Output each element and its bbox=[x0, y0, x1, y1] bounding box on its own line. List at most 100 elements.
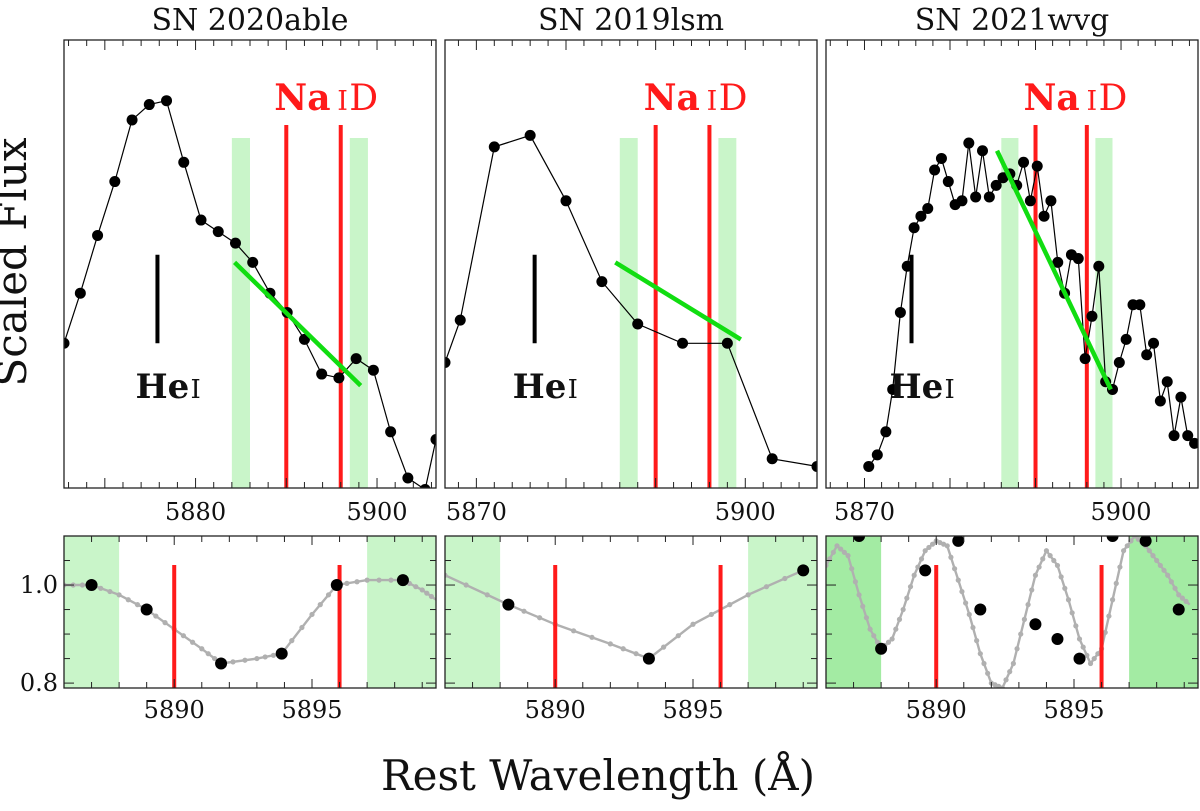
model-point bbox=[1036, 564, 1042, 570]
model-point bbox=[830, 549, 836, 555]
model-point bbox=[745, 592, 751, 598]
data-point bbox=[1113, 357, 1125, 368]
panel-title: SN 2019lsm bbox=[538, 3, 724, 38]
model-point bbox=[918, 556, 925, 562]
na-label-sub: I bbox=[707, 86, 718, 117]
inset-data-point bbox=[396, 574, 409, 587]
data-point bbox=[894, 306, 906, 318]
model-point bbox=[1062, 585, 1068, 591]
he-i-label: He bbox=[135, 367, 189, 407]
data-point bbox=[935, 152, 947, 164]
data-point bbox=[871, 449, 883, 461]
model-point bbox=[607, 641, 613, 647]
inset-x-tick-label: 5890 bbox=[144, 696, 205, 724]
inset-data-point bbox=[502, 598, 515, 611]
inset-x-tick-label: 5890 bbox=[525, 696, 586, 724]
model-point bbox=[838, 546, 844, 552]
model-point bbox=[537, 615, 543, 621]
x-tick-label: 5900 bbox=[1090, 498, 1151, 526]
inset-data-point bbox=[140, 603, 153, 616]
model-point bbox=[463, 582, 469, 588]
main-plot-area bbox=[64, 95, 436, 488]
model-point bbox=[325, 592, 332, 598]
continuum-band bbox=[718, 138, 737, 488]
continuum-band bbox=[231, 138, 250, 488]
model-point bbox=[1076, 636, 1083, 642]
data-point bbox=[454, 314, 466, 326]
model-point bbox=[974, 638, 980, 644]
model-point bbox=[922, 548, 928, 554]
model-point bbox=[1047, 553, 1053, 559]
data-point bbox=[1052, 256, 1064, 268]
panel-title: SN 2021wvg bbox=[915, 3, 1110, 38]
model-point bbox=[782, 575, 788, 582]
data-point bbox=[195, 214, 207, 226]
na-label-sub: I bbox=[1087, 86, 1098, 117]
data-point bbox=[596, 276, 608, 288]
data-point bbox=[1168, 430, 1180, 442]
model-point bbox=[708, 611, 714, 618]
inset-data-point bbox=[215, 657, 228, 670]
inset-data-point bbox=[1139, 536, 1152, 547]
data-point bbox=[1086, 310, 1098, 322]
model-point bbox=[107, 588, 113, 595]
model-point bbox=[1157, 562, 1163, 569]
model-point bbox=[620, 646, 626, 652]
model-point bbox=[1065, 597, 1072, 603]
model-point bbox=[1117, 564, 1123, 570]
model-point bbox=[1113, 580, 1119, 586]
inset-band bbox=[748, 536, 817, 688]
he-i-label-sub: I bbox=[945, 375, 955, 405]
data-point bbox=[1148, 337, 1160, 349]
model-point bbox=[1095, 651, 1101, 657]
na-label: Na bbox=[1024, 77, 1080, 119]
na-label: Na bbox=[644, 77, 700, 119]
inset-band bbox=[826, 536, 882, 688]
x-tick-label: 5870 bbox=[446, 498, 507, 526]
inset-x-tick-label: 5890 bbox=[906, 696, 967, 724]
data-point bbox=[1141, 349, 1153, 361]
data-point bbox=[1120, 333, 1132, 345]
model-point bbox=[1165, 572, 1171, 578]
model-point bbox=[1161, 567, 1167, 573]
model-point bbox=[1018, 631, 1024, 637]
data-point bbox=[1079, 353, 1091, 365]
model-point bbox=[1179, 595, 1185, 601]
inset-plot-area bbox=[445, 536, 817, 688]
data-point bbox=[126, 114, 138, 126]
model-point bbox=[959, 588, 965, 595]
inset-frame bbox=[63, 535, 437, 689]
model-point bbox=[364, 577, 370, 583]
data-point bbox=[1134, 299, 1146, 311]
he-i-label-sub: I bbox=[190, 375, 200, 405]
na-label-d: D bbox=[719, 78, 748, 119]
model-point bbox=[189, 639, 196, 645]
model-point bbox=[863, 615, 870, 621]
x-axis-label: Rest Wavelength (Å) bbox=[381, 750, 815, 800]
data-point bbox=[1024, 195, 1036, 207]
model-point bbox=[1080, 644, 1086, 650]
inset-plot-area bbox=[826, 536, 1198, 688]
data-point bbox=[677, 337, 689, 349]
model-point bbox=[1135, 536, 1141, 542]
model-point bbox=[834, 543, 840, 549]
spectrum-line bbox=[868, 143, 1196, 467]
continuum-fit bbox=[233, 260, 363, 388]
data-point bbox=[560, 195, 572, 207]
model-point bbox=[900, 606, 906, 613]
inset-band bbox=[1129, 536, 1198, 688]
main-frame bbox=[444, 39, 818, 489]
main-plot-area bbox=[863, 125, 1198, 488]
model-point bbox=[309, 611, 315, 618]
model-point bbox=[1058, 574, 1064, 580]
model-point bbox=[212, 655, 218, 662]
inset-band bbox=[445, 536, 501, 688]
model-point bbox=[116, 592, 122, 598]
data-point bbox=[908, 222, 920, 234]
model-point bbox=[929, 541, 936, 547]
data-point bbox=[1154, 395, 1166, 407]
continuum-fit bbox=[995, 149, 1113, 391]
model-point bbox=[570, 628, 577, 634]
model-point bbox=[963, 600, 969, 606]
